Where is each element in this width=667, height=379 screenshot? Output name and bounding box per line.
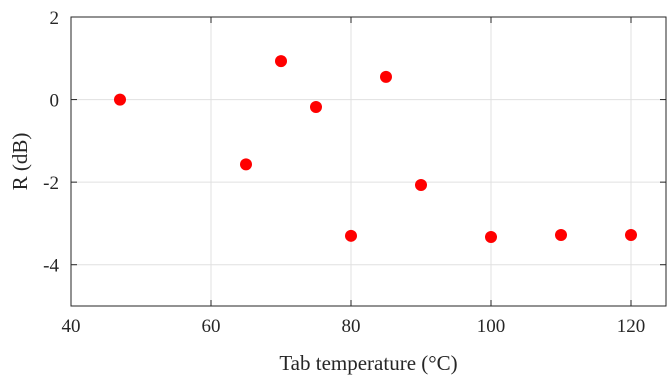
y-tick-label: -2 (43, 173, 59, 194)
x-axis-label: Tab temperature (°C) (279, 351, 457, 375)
x-tick-label: 60 (202, 316, 221, 337)
data-point (485, 231, 497, 244)
data-point (240, 158, 252, 171)
tick-labels: 40 60 80 100 120 2 0 -2 -4 (43, 8, 645, 337)
data-point (310, 101, 322, 114)
data-point (415, 179, 427, 192)
data-point (275, 55, 287, 68)
x-tick-label: 100 (477, 316, 506, 337)
x-tick-label: 40 (62, 316, 81, 337)
axis-ticks (70, 16, 666, 306)
data-point (555, 228, 567, 241)
x-tick-label: 120 (617, 316, 646, 337)
data-point (114, 93, 126, 106)
grid-lines (70, 16, 666, 306)
y-tick-label: 2 (50, 8, 60, 29)
plot-area-frame (70, 16, 667, 307)
data-point (345, 229, 357, 242)
data-points (114, 55, 637, 244)
y-axis-label: R (dB) (8, 133, 32, 191)
y-tick-label: 0 (50, 91, 60, 112)
x-tick-label: 80 (342, 316, 361, 337)
data-point (625, 228, 637, 241)
data-point (380, 70, 392, 83)
y-tick-label: -4 (43, 256, 59, 277)
